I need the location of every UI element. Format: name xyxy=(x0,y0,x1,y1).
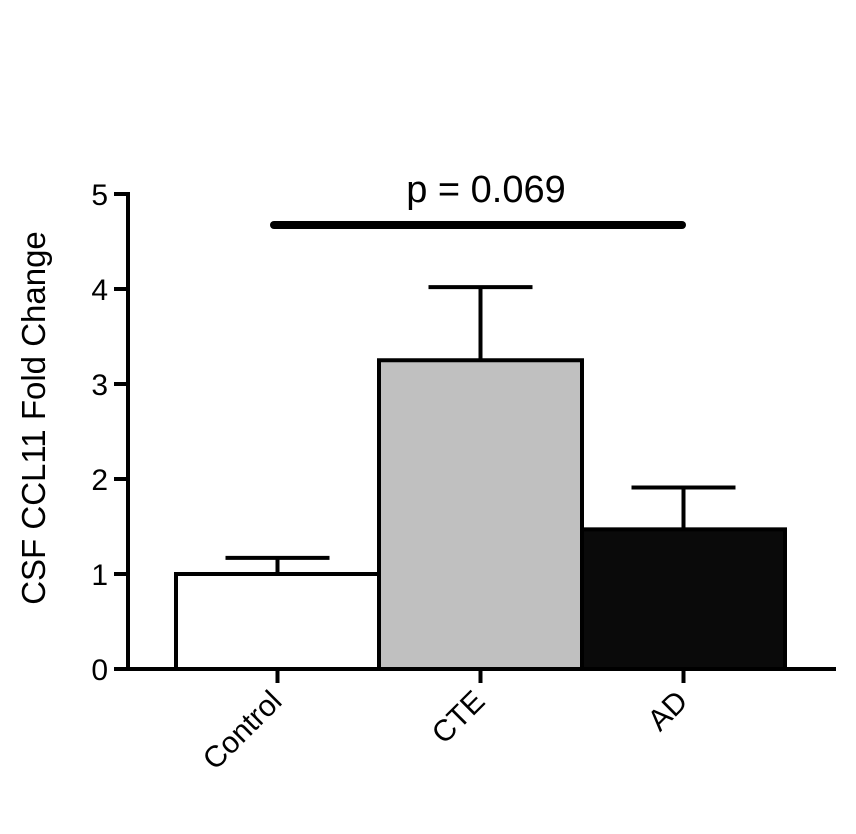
y-tick-label-1: 1 xyxy=(91,559,108,592)
bar-control xyxy=(174,572,381,671)
y-tick-label-3: 3 xyxy=(91,369,108,402)
y-tick-label-2: 2 xyxy=(91,464,108,497)
x-tick-label-ad: AD xyxy=(642,685,695,738)
y-axis-label: CSF CCL11 Fold Change xyxy=(15,231,52,605)
y-tick-label-5: 5 xyxy=(91,179,108,212)
x-tick-label-control: Control xyxy=(197,685,289,777)
bar-ad xyxy=(580,527,787,671)
error-bars-group xyxy=(225,285,736,574)
y-tick-label-0: 0 xyxy=(91,654,108,687)
x-tick-label-cte: CTE xyxy=(426,685,492,751)
bar-cte xyxy=(377,358,584,671)
bars-group xyxy=(174,358,787,671)
x-ticks-group: Control CTE AD xyxy=(197,669,695,777)
y-ticks-group: 0 1 2 3 4 5 xyxy=(91,179,128,687)
p-value-annotation: p = 0.069 xyxy=(406,169,566,211)
y-tick-label-4: 4 xyxy=(91,274,108,307)
